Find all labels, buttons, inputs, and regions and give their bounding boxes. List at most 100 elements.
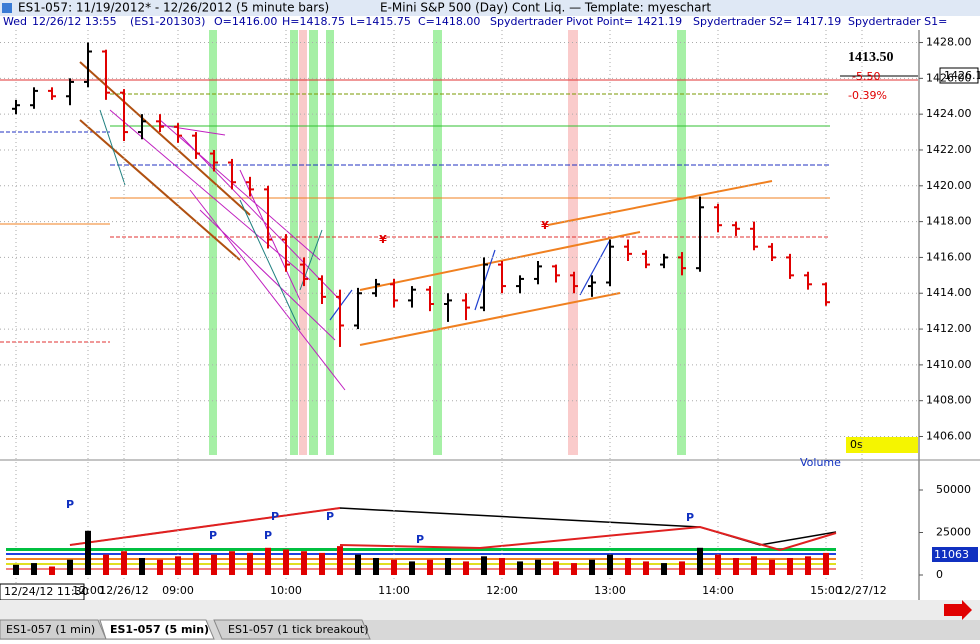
y-tick-label: 1426.00	[926, 71, 972, 84]
price-box	[939, 67, 979, 84]
volume-bar	[463, 561, 469, 575]
y-tick-label: 1418.00	[926, 215, 972, 228]
tab[interactable]	[213, 619, 371, 640]
volume-bar	[409, 561, 415, 575]
band	[209, 30, 217, 455]
volume-bar	[13, 564, 19, 575]
volume-bar	[319, 552, 325, 575]
band	[677, 30, 686, 455]
x-tick-label: 15:00	[810, 584, 842, 597]
y-tick-label: 1414.00	[926, 286, 972, 299]
volume-bar	[499, 558, 505, 575]
volume-bar	[445, 558, 451, 575]
volume-box-text: 11063	[934, 548, 969, 561]
x-tick-label: 12:00	[72, 584, 104, 597]
y-tick-label: 1410.00	[926, 358, 972, 371]
trend-line	[359, 231, 641, 291]
x-tick-label: 14:00	[702, 584, 734, 597]
volume-bar	[769, 559, 775, 575]
scrollbar[interactable]	[0, 600, 980, 620]
volume-bar	[805, 556, 811, 575]
pattern-label: P	[264, 529, 272, 542]
indicator-band	[6, 548, 836, 551]
info-time: 12/26/12 13:55	[32, 15, 117, 28]
volume-bar	[283, 549, 289, 575]
info-close: C=1418.00	[418, 15, 480, 28]
last-price: 1413.50	[848, 50, 894, 65]
tab-label[interactable]: ES1-057 (1 min)	[6, 623, 95, 636]
volume-bar	[175, 556, 181, 575]
indicator-band	[6, 563, 836, 565]
y-tick-label: 1406.00	[926, 430, 972, 443]
y-tick-label: 1412.00	[926, 322, 972, 335]
highlight-bands	[209, 30, 686, 455]
y2-tick-label: 50000	[936, 483, 971, 496]
level-lines	[0, 79, 918, 343]
volume-bar	[391, 559, 397, 575]
info-contract: (ES1-201303)	[130, 15, 205, 28]
volume-bar	[697, 547, 703, 575]
volume-bar	[247, 552, 253, 575]
volume-bar	[823, 552, 829, 575]
info-open: O=1416.00	[214, 15, 277, 28]
band	[326, 30, 334, 455]
window-title: ES1-057: 11/19/2012* - 12/26/2012 (5 min…	[18, 1, 329, 15]
x-tick-label: 10:00	[270, 584, 302, 597]
tab-active[interactable]	[99, 619, 215, 640]
info-low: L=1415.75	[350, 15, 411, 28]
band	[433, 30, 442, 455]
tab-label[interactable]: ES1-057 (5 min)	[110, 623, 209, 636]
volume-bar	[85, 530, 91, 575]
band	[568, 30, 578, 455]
volume-bar	[679, 561, 685, 575]
volume-bar	[535, 559, 541, 575]
x-tick-label: 12/27/12	[837, 584, 886, 597]
net-change: -5.50	[852, 70, 880, 83]
volume-envelope	[69, 507, 837, 552]
volume-bar	[517, 561, 523, 575]
volume-bar	[229, 551, 235, 575]
volume-bar	[31, 563, 37, 575]
volume-bar	[571, 563, 577, 575]
band	[290, 30, 298, 455]
info-pivot: Spydertrader Pivot Point= 1421.19	[490, 15, 682, 28]
y-tick-label: 1424.00	[926, 107, 972, 120]
title-bar	[0, 0, 980, 16]
volume-bar	[589, 559, 595, 575]
trend-lines	[79, 61, 773, 391]
y-tick-label: 1408.00	[926, 394, 972, 407]
volume-bar	[301, 551, 307, 575]
volume-bar	[373, 558, 379, 575]
indicator-band	[6, 558, 836, 560]
fan-lines	[109, 109, 346, 391]
volume-bar	[157, 559, 163, 575]
price-box-text: 1426.1	[944, 69, 980, 82]
signal-marker: ¥	[379, 233, 387, 246]
volume-bar	[553, 561, 559, 575]
info-line: Wed 12/26/12 13:55 (ES1-201303) O=1416.0…	[3, 15, 947, 28]
y-tick-label: 1422.00	[926, 143, 972, 156]
volume-bar	[625, 558, 631, 575]
info-high: H=1418.75	[282, 15, 345, 28]
cursor-time: 12/24/12 11:30	[4, 585, 89, 598]
volume-bar	[751, 556, 757, 575]
volume-envelope	[69, 507, 837, 546]
volume-bar	[337, 546, 343, 575]
x-tick-label: 12/26/12	[99, 584, 148, 597]
pct-change: -0.39%	[848, 89, 887, 102]
volume-bar	[607, 554, 613, 575]
volume-bar	[265, 547, 271, 575]
volume-bar	[211, 554, 217, 575]
pattern-label: P	[326, 510, 334, 523]
scroll-right-arrow[interactable]	[944, 600, 972, 620]
tab-label[interactable]: ES1-057 (1 tick breakout)	[228, 623, 369, 636]
volume-bar	[787, 558, 793, 575]
y2-tick-label: 0	[936, 568, 943, 581]
trend-line	[79, 61, 251, 216]
y2-tick-label: 25000	[936, 526, 971, 539]
x-tick-label: 13:00	[594, 584, 626, 597]
indicator-band	[6, 568, 836, 570]
info-day: Wed	[3, 15, 27, 28]
volume-bar	[121, 551, 127, 575]
